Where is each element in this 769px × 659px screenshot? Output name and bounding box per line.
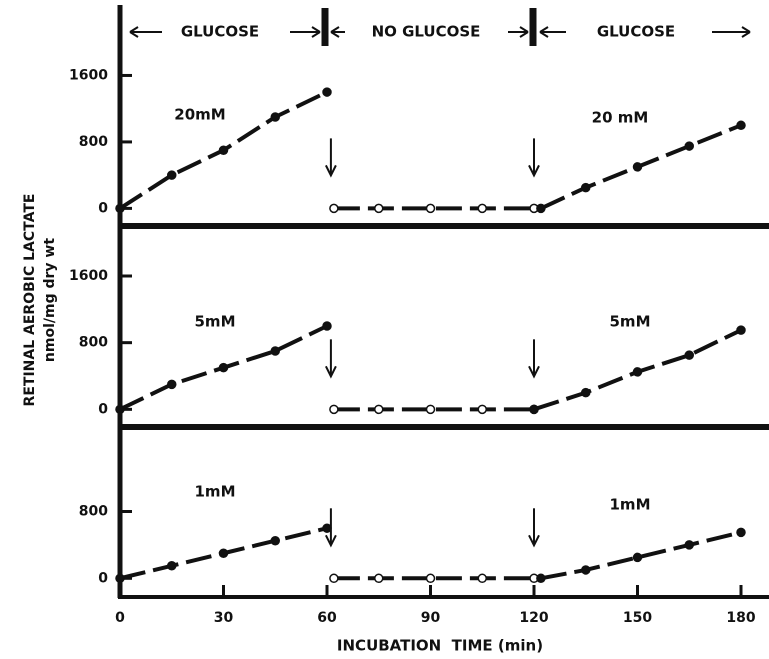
data-point: [167, 561, 177, 571]
annotation: 5mM: [610, 313, 651, 331]
data-point: [270, 535, 280, 546]
data-point: [374, 203, 384, 214]
data-point: [374, 573, 384, 584]
y-tick-label: 0: [98, 570, 108, 586]
data-point: [425, 203, 436, 214]
phase-label: GLUCOSE: [181, 23, 259, 41]
data-point: [322, 523, 332, 533]
arrow-head: [325, 365, 337, 379]
data-point: [536, 573, 546, 584]
x-tick-label: 0: [115, 610, 125, 626]
data-point: [632, 367, 643, 377]
y-tick-label: 0: [98, 200, 108, 216]
data-point: [581, 182, 591, 193]
y-tick-label: 0: [98, 401, 108, 417]
data-point: [322, 321, 332, 331]
data-point: [329, 404, 339, 415]
data-point: [115, 573, 125, 584]
data-point: [167, 379, 177, 390]
y-tick-label: 800: [79, 335, 108, 351]
y-tick-label: 800: [79, 504, 108, 520]
data-point: [329, 203, 339, 214]
data-point: [736, 325, 746, 335]
data-point: [736, 120, 746, 131]
data-point: [322, 87, 332, 97]
arrow-head: [528, 365, 540, 379]
annotation: 20 mM: [592, 109, 649, 127]
y-tick-label: 1600: [69, 268, 108, 284]
data-point: [218, 548, 229, 558]
data-point: [115, 404, 125, 415]
annotation: 1mM: [610, 496, 651, 514]
phase-label: NO GLUCOSE: [372, 23, 481, 41]
y-axis-unit: nmol/mg dry wt: [42, 238, 58, 362]
arrow-head: [325, 164, 337, 178]
data-point: [536, 203, 546, 214]
data-point: [270, 346, 280, 356]
data-point: [167, 170, 177, 180]
annotation: 20mM: [174, 106, 225, 124]
x-tick-label: 90: [421, 610, 441, 626]
phase-label: GLUCOSE: [597, 23, 675, 41]
data-point: [425, 573, 436, 584]
data-point: [477, 404, 487, 415]
x-tick-label: 30: [214, 610, 234, 626]
y-axis-label: RETINAL AEROBIC LACTATE: [22, 194, 38, 407]
x-tick-label: 120: [519, 610, 548, 626]
y-tick-label: 1600: [69, 67, 108, 83]
x-tick-label: 150: [623, 610, 652, 626]
data-point: [218, 145, 229, 155]
data-point: [374, 404, 384, 415]
x-tick-label: 180: [726, 610, 755, 626]
y-tick-label: 800: [79, 134, 108, 150]
data-point: [529, 404, 539, 415]
x-tick-label: 60: [317, 610, 337, 626]
data-point: [684, 141, 694, 151]
data-point: [425, 404, 436, 415]
data-point: [736, 527, 746, 538]
data-point: [632, 162, 643, 172]
data-point: [329, 573, 339, 584]
arrow-head: [325, 534, 337, 548]
data-point: [218, 362, 229, 373]
annotation: 5mM: [195, 313, 236, 331]
data-point: [684, 540, 694, 550]
data-point: [581, 565, 591, 575]
data-point: [684, 350, 694, 360]
arrow-head: [528, 164, 540, 178]
x-axis-label: INCUBATION TIME (min): [337, 637, 543, 655]
arrow-head: [528, 534, 540, 548]
data-point: [581, 387, 591, 398]
data-point: [477, 203, 487, 214]
frame: [117, 5, 769, 599]
data-point: [115, 203, 125, 214]
data-point: [632, 552, 643, 563]
annotation: 1mM: [195, 483, 236, 501]
data-point: [270, 112, 280, 122]
data-point: [477, 573, 487, 584]
